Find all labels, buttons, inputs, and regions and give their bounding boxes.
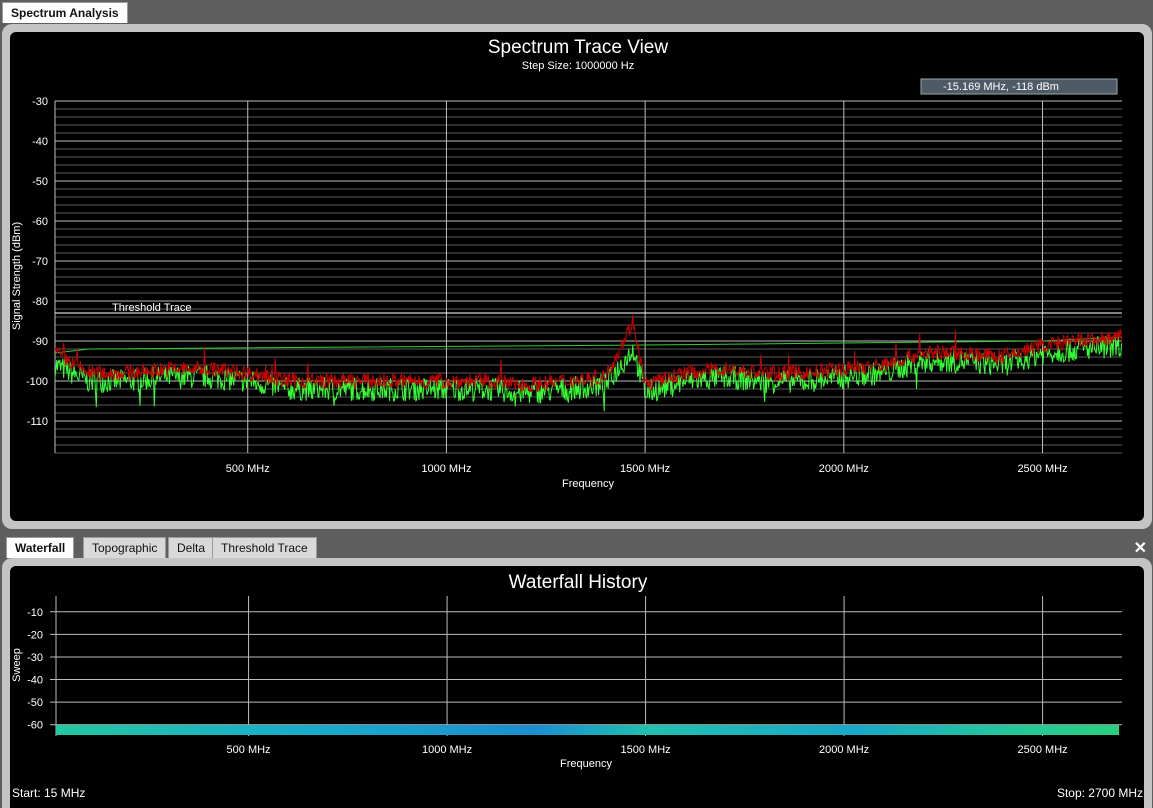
y-tick-label: -50	[32, 176, 48, 188]
tab-spectrum-analysis[interactable]: Spectrum Analysis	[2, 2, 128, 23]
spectrum-traces	[54, 315, 1123, 412]
tab-delta[interactable]: Delta	[168, 537, 215, 558]
y-tick-label: -20	[27, 629, 43, 641]
y-tick-label: -60	[32, 216, 48, 228]
x-tick-label: 2500 MHz	[1018, 744, 1068, 756]
x-tick-label: 1000 MHz	[422, 744, 472, 756]
x-tick-label: 1500 MHz	[620, 463, 670, 475]
spectrum-x-label: Frequency	[562, 478, 614, 490]
tab-topographic[interactable]: Topographic	[83, 537, 167, 558]
waterfall-y-label: Sweep	[11, 648, 23, 682]
spectrum-x-ticks: 500 MHz 1000 MHz 1500 MHz 2000 MHz 2500 MHz	[226, 463, 1068, 475]
waterfall-panel	[2, 558, 1152, 808]
waterfall-x-label: Frequency	[560, 758, 612, 770]
tab-threshold-trace[interactable]: Threshold Trace	[212, 537, 317, 558]
x-tick-label: 1500 MHz	[621, 744, 671, 756]
tab-waterfall[interactable]: Waterfall	[6, 537, 75, 558]
x-tick-label: 500 MHz	[226, 463, 270, 475]
top-tab-bar: Spectrum Analysis	[0, 0, 1153, 24]
spectrum-chart: Spectrum Trace View Step Size: 1000000 H…	[11, 37, 1123, 490]
x-tick-label: 1000 MHz	[421, 463, 471, 475]
x-tick-label: 2000 MHz	[819, 463, 869, 475]
spectrum-title: Spectrum Trace View	[488, 37, 669, 58]
y-tick-label: -80	[32, 296, 48, 308]
x-tick-label: 2500 MHz	[1017, 463, 1067, 475]
waterfall-title: Waterfall History	[509, 572, 648, 593]
y-tick-label: -40	[27, 675, 43, 687]
y-tick-label: -50	[27, 697, 43, 709]
waterfall-grid	[50, 596, 1122, 736]
stop-frequency-label: Stop: 2700 MHz	[1056, 786, 1143, 800]
y-tick-label: -100	[26, 376, 48, 388]
y-tick-label: -10	[27, 607, 43, 619]
y-tick-label: -30	[27, 652, 43, 664]
waterfall-chart: Waterfall History -60 -50 -40 -30 -20 -10 500…	[11, 572, 1122, 770]
y-tick-label: -40	[32, 136, 48, 148]
close-panel-button[interactable]: ✕	[1133, 540, 1147, 557]
waterfall-plot-area	[10, 566, 1144, 808]
y-tick-label: -60	[27, 720, 43, 732]
x-tick-label: 500 MHz	[227, 744, 271, 756]
y-tick-label: -90	[32, 336, 48, 348]
cursor-readout: -15.169 MHz, -118 dBm	[943, 81, 1059, 93]
y-tick-label: -70	[32, 256, 48, 268]
cursor-readout-box	[920, 78, 1118, 95]
max-hold-trace	[54, 315, 1123, 393]
waterfall-sweep-row	[56, 725, 1119, 735]
spectrum-subtitle: Step Size: 1000000 Hz	[522, 60, 635, 72]
bottom-tab-bar: Waterfall Topographic Delta Threshold Tr…	[0, 535, 1153, 559]
y-tick-label: -30	[32, 96, 48, 108]
spectrum-y-label: Signal Strength (dBm)	[11, 222, 23, 330]
spectrum-y-ticks: -30 -40 -50 -60 -70 -80 -90 -100 -110	[26, 96, 48, 428]
x-tick-label: 2000 MHz	[819, 744, 869, 756]
spectrum-grid	[54, 100, 1122, 454]
threshold-label: Threshold Trace	[112, 302, 191, 314]
start-frequency-label: Start: 15 MHz	[12, 786, 86, 800]
waterfall-x-ticks: 500 MHz 1000 MHz 1500 MHz 2000 MHz 2500 MHz	[227, 744, 1068, 756]
live-trace	[54, 333, 1123, 412]
y-tick-label: -110	[27, 416, 48, 428]
waterfall-y-ticks: -60 -50 -40 -30 -20 -10	[27, 607, 43, 732]
